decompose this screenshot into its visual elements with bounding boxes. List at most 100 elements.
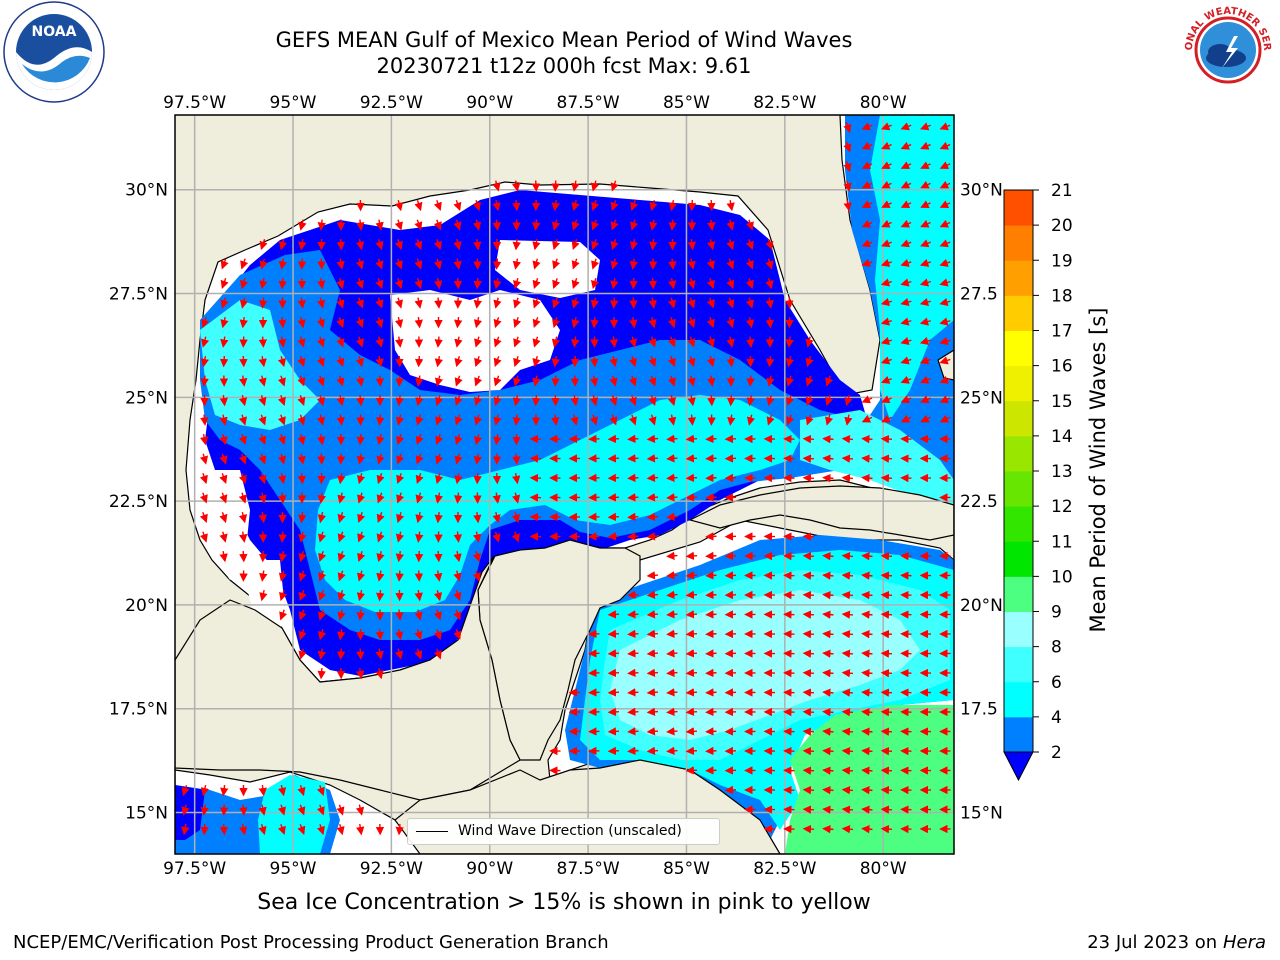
wind-wave-arrow	[880, 356, 892, 365]
wind-wave-arrow	[822, 649, 834, 658]
lat-tick-label-right: 17.5	[960, 700, 998, 720]
wind-wave-arrow	[705, 493, 717, 502]
generation-date-text: 23 Jul 2023 on	[1087, 932, 1223, 953]
wind-wave-arrow	[414, 277, 423, 290]
wind-wave-arrow	[395, 414, 405, 426]
wind-wave-arrow	[394, 628, 404, 641]
wind-wave-arrow	[357, 531, 366, 543]
lat-tick-label-left: 22.5°N	[109, 492, 168, 512]
wind-wave-arrow	[900, 414, 912, 423]
wind-wave-arrow	[316, 356, 325, 368]
wind-wave-arrow	[355, 317, 364, 329]
wind-wave-arrow	[512, 277, 522, 290]
wind-wave-arrow	[646, 512, 659, 522]
wind-wave-arrow	[726, 394, 736, 407]
wind-wave-arrow	[433, 589, 443, 602]
wind-wave-arrow	[493, 297, 502, 309]
wind-wave-arrow	[258, 414, 267, 426]
colorbar-bin	[1004, 541, 1033, 577]
wind-wave-arrow	[552, 278, 561, 290]
wind-wave-arrow	[745, 316, 755, 329]
wind-wave-arrow	[570, 375, 580, 387]
wind-wave-arrow	[511, 512, 520, 524]
wind-wave-arrow	[375, 648, 384, 660]
wind-wave-arrow	[609, 355, 618, 368]
wind-wave-arrow	[258, 434, 267, 446]
colorbar-tick-label: 9	[1051, 603, 1062, 623]
wind-wave-arrow	[571, 278, 580, 290]
colorbar: 2 4 6 8 9 10 11 12 13 14 15 16 17 18 19 20 21	[1003, 181, 1073, 782]
wind-wave-arrow	[628, 414, 637, 426]
cuba-land	[688, 485, 954, 541]
wind-wave-arrow	[646, 473, 659, 483]
lon-tick-label: 92.5°W	[360, 93, 423, 113]
wind-wave-arrow	[551, 219, 561, 231]
colorbar-tick-label: 20	[1051, 216, 1073, 236]
wind-wave-arrow	[802, 590, 815, 600]
wind-wave-arrow	[454, 355, 463, 368]
wind-wave-arrow	[627, 746, 639, 756]
wind-wave-arrow	[880, 336, 893, 346]
wind-wave-arrow	[685, 727, 698, 736]
wind-wave-arrow	[666, 571, 678, 580]
wind-wave-arrow	[802, 668, 815, 678]
wind-wave-arrow	[726, 219, 735, 231]
wind-wave-arrow	[880, 707, 893, 717]
wind-wave-arrow	[607, 668, 620, 678]
wind-wave-arrow	[376, 414, 385, 426]
wind-wave-arrow	[317, 648, 326, 660]
wind-wave-arrow	[705, 649, 717, 658]
lon-tick-label: 85°W	[663, 93, 710, 113]
wind-wave-arrow	[376, 512, 385, 524]
colorbar-label: Mean Period of Wind Waves [s]	[1086, 307, 1110, 633]
wind-wave-arrow	[200, 433, 209, 446]
wind-wave-arrow	[861, 180, 873, 189]
wind-wave-arrow	[861, 649, 873, 658]
wind-wave-arrow	[880, 317, 893, 326]
wind-wave-arrow	[414, 609, 423, 621]
lon-tick-label: 85°W	[663, 859, 710, 879]
wind-wave-arrow	[939, 297, 951, 307]
wind-wave-arrow	[765, 258, 774, 270]
colorbar-tick-label: 11	[1051, 532, 1073, 552]
colorbar-tick-label: 19	[1051, 251, 1073, 271]
wind-wave-arrow	[822, 805, 834, 814]
wind-wave-arrow	[802, 785, 815, 795]
wind-wave-arrow	[512, 238, 521, 251]
wind-wave-arrow	[841, 590, 854, 600]
wind-wave-arrow	[278, 238, 288, 251]
colorbar-bin	[1004, 681, 1033, 718]
wind-wave-arrow	[589, 394, 599, 407]
wind-wave-arrow	[396, 492, 405, 504]
wind-wave-arrow	[200, 784, 210, 797]
wind-wave-arrow	[607, 532, 620, 541]
wind-wave-arrow	[258, 511, 267, 524]
wind-wave-arrow	[685, 434, 698, 444]
wind-wave-arrow	[453, 590, 462, 602]
wind-wave-arrow	[880, 297, 893, 307]
wind-wave-arrow	[472, 531, 482, 543]
wind-wave-arrow	[219, 512, 228, 524]
wind-wave-arrow	[356, 823, 365, 836]
wind-wave-arrow	[277, 453, 287, 465]
wind-wave-arrow	[841, 668, 854, 678]
wind-wave-arrow	[357, 512, 366, 524]
wind-wave-arrow	[900, 122, 912, 131]
wind-wave-arrow	[395, 823, 404, 836]
wind-wave-arrow	[841, 473, 854, 483]
wind-wave-arrow	[861, 258, 873, 267]
wind-wave-arrow	[337, 628, 346, 641]
wind-wave-arrow	[434, 511, 443, 524]
wind-wave-arrow	[646, 493, 659, 502]
wind-wave-arrow	[919, 336, 932, 346]
wind-wave-arrow	[802, 473, 815, 483]
wind-wave-arrow	[766, 394, 775, 407]
wind-wave-arrow	[356, 472, 366, 485]
wind-wave-arrow	[628, 375, 637, 387]
wind-wave-arrow	[239, 375, 248, 387]
wind-wave-arrow	[705, 473, 717, 483]
wind-wave-arrow	[219, 394, 228, 407]
wind-wave-arrow	[220, 297, 229, 309]
wind-wave-arrow	[181, 804, 190, 816]
period-4-6-zone-pacific	[258, 775, 330, 854]
